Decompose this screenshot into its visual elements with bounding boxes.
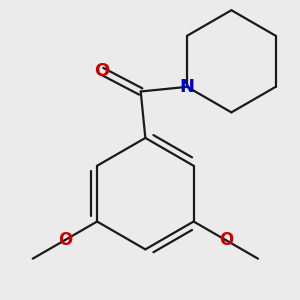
Text: N: N [180, 78, 195, 96]
Text: O: O [58, 231, 72, 249]
Text: O: O [219, 231, 233, 249]
Text: O: O [94, 62, 109, 80]
